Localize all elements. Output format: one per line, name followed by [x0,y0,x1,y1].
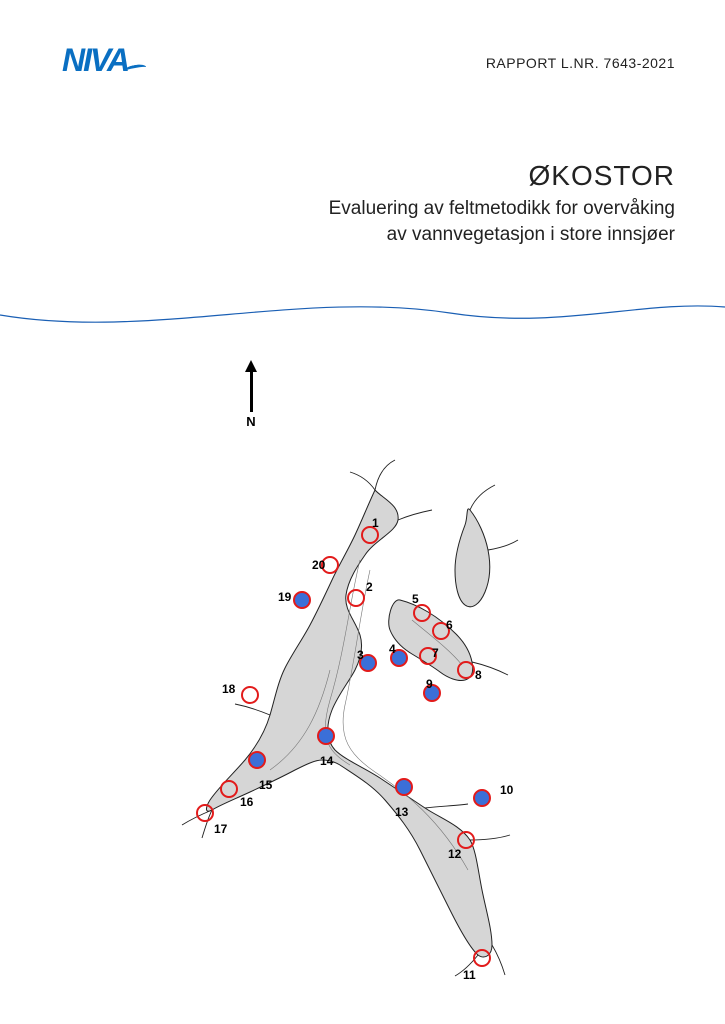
page-title: ØKOSTOR [329,160,675,192]
north-arrow-icon: N [245,360,257,429]
station-label-11: 11 [463,968,476,982]
station-label-15: 15 [259,778,272,792]
station-label-7: 7 [432,646,439,660]
title-block: ØKOSTOR Evaluering av feltmetodikk for o… [329,160,675,247]
station-16 [220,780,238,798]
lake-outline [150,420,570,980]
station-label-19: 19 [278,590,291,604]
station-label-10: 10 [500,783,513,797]
station-13 [395,778,413,796]
station-label-13: 13 [395,805,408,819]
station-label-5: 5 [412,592,419,606]
wave-divider [0,285,725,365]
station-dot-icon [248,751,266,769]
station-label-17: 17 [214,822,227,836]
lake-map: N 1234567891011121314151617181920 [150,360,570,970]
station-label-16: 16 [240,795,253,809]
station-label-1: 1 [372,516,379,530]
station-10 [473,789,491,807]
logo-text: NIVA [62,42,128,78]
station-8 [457,661,475,679]
station-dot-icon [395,778,413,796]
subtitle-line-1: Evaluering av feltmetodikk for overvåkin… [329,196,675,222]
niva-logo: NIVA [62,42,146,79]
station-label-6: 6 [446,618,453,632]
station-label-12: 12 [448,847,461,861]
subtitle-line-2: av vannvegetasjon i store innsjøer [329,222,675,248]
station-dot-icon [473,789,491,807]
station-17 [196,804,214,822]
station-18 [241,686,259,704]
station-5 [413,604,431,622]
station-label-18: 18 [222,682,235,696]
station-11 [473,949,491,967]
station-label-3: 3 [357,648,364,662]
station-19 [293,591,311,609]
station-dot-icon [473,949,491,967]
station-dot-icon [413,604,431,622]
report-number: RAPPORT L.NR. 7643-2021 [486,55,675,71]
station-label-14: 14 [320,754,333,768]
station-label-9: 9 [426,677,433,691]
station-14 [317,727,335,745]
station-label-4: 4 [389,642,396,656]
station-15 [248,751,266,769]
station-dot-icon [196,804,214,822]
station-dot-icon [457,661,475,679]
station-dot-icon [317,727,335,745]
station-dot-icon [347,589,365,607]
station-dot-icon [293,591,311,609]
station-label-20: 20 [312,558,325,572]
station-2 [347,589,365,607]
station-label-8: 8 [475,668,482,682]
station-label-2: 2 [366,580,373,594]
station-dot-icon [220,780,238,798]
station-dot-icon [241,686,259,704]
